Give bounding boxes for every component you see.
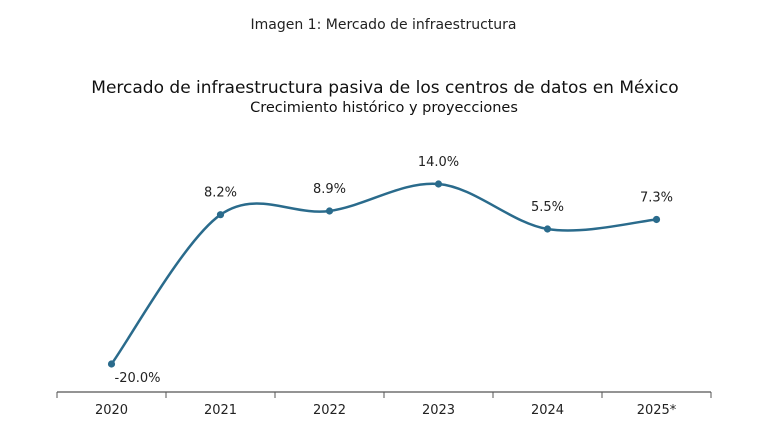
x-tick-label-2021: 2021 — [204, 403, 237, 418]
data-label-2025: 7.3% — [640, 190, 673, 205]
data-point-2024 — [543, 225, 552, 233]
data-labels: -20.0% 8.2% 8.9% 14.0% 5.5% 7.3% — [115, 155, 674, 386]
chart-subtitle: Crecimiento histórico y proyecciones — [250, 100, 518, 116]
x-tick-label-2024: 2024 — [531, 403, 564, 418]
data-label-2022: 8.9% — [313, 182, 346, 197]
x-axis-ticks — [56, 392, 712, 398]
data-point-2020 — [107, 360, 116, 368]
x-tick-label-2020: 2020 — [95, 403, 128, 418]
data-label-2023: 14.0% — [418, 155, 459, 170]
data-point-2021 — [216, 211, 225, 219]
x-tick-label-2025: 2025* — [637, 403, 677, 418]
series-line — [110, 182, 657, 365]
x-tick-label-2023: 2023 — [422, 403, 455, 418]
x-tick-label-2022: 2022 — [313, 403, 346, 418]
data-label-2021: 8.2% — [204, 186, 237, 201]
data-point-2025 — [652, 215, 661, 224]
data-point-2023 — [434, 180, 443, 188]
data-points — [107, 180, 661, 368]
figure-caption: Imagen 1: Mercado de infraestructura — [250, 17, 517, 33]
x-axis-tick-labels: 2020 2021 2022 2023 2024 2025* — [95, 403, 677, 418]
data-point-2022 — [325, 207, 334, 215]
data-label-2020: -20.0% — [115, 371, 161, 386]
chart-title: Mercado de infraestructura pasiva de los… — [91, 78, 678, 98]
data-label-2024: 5.5% — [531, 200, 564, 215]
